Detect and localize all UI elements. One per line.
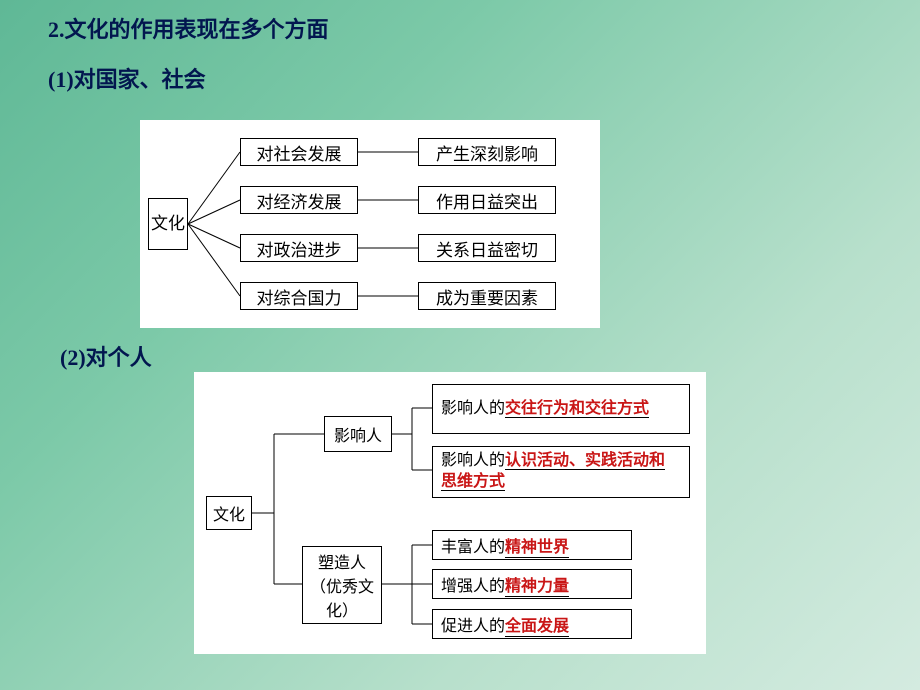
d2-b1-item-2: 促进人的全面发展	[432, 609, 632, 639]
d2-b0-i0-prefix: 影响人的	[441, 400, 505, 417]
subheading-1: (1)对国家、社会	[48, 62, 206, 94]
diagram-individual: 文化 影响人 塑造人（优秀文化） 影响人的交往行为和交往方式 影响人的认识活动、…	[194, 372, 706, 654]
d1-right-1: 作用日益突出	[418, 186, 556, 214]
d2-branch-0: 影响人	[324, 416, 392, 452]
heading: 2.文化的作用表现在多个方面	[48, 12, 329, 44]
d2-root: 文化	[206, 496, 252, 530]
d1-root: 文化	[148, 198, 188, 250]
d2-b0-i1-prefix: 影响人的	[441, 452, 505, 469]
d1-mid-1: 对经济发展	[240, 186, 358, 214]
d2-b0-i0-fill: 交往行为和交往方式	[505, 400, 649, 418]
d2-b1-i0-prefix: 丰富人的	[441, 533, 505, 557]
d2-b1-i2-prefix: 促进人的	[441, 612, 505, 636]
d2-b1-i1-prefix: 增强人的	[441, 572, 505, 596]
d1-mid-2: 对政治进步	[240, 234, 358, 262]
d2-b1-i2-fill: 全面发展	[505, 612, 569, 637]
subheading-2: (2)对个人	[60, 340, 152, 372]
d2-b1-item-1: 增强人的精神力量	[432, 569, 632, 599]
d2-b0-item-1: 影响人的认识活动、实践活动和思维方式	[432, 446, 690, 498]
diagram-national-social: 文化 对社会发展 产生深刻影响 对经济发展 作用日益突出 对政治进步 关系日益密…	[140, 120, 600, 328]
d1-mid-0: 对社会发展	[240, 138, 358, 166]
d1-right-2: 关系日益密切	[418, 234, 556, 262]
d2-b1-i0-fill: 精神世界	[505, 533, 569, 558]
d2-b0-item-0: 影响人的交往行为和交往方式	[432, 384, 690, 434]
d2-branch-1: 塑造人（优秀文化）	[302, 546, 382, 624]
d2-b1-i1-fill: 精神力量	[505, 572, 569, 597]
d2-b1-item-0: 丰富人的精神世界	[432, 530, 632, 560]
d1-mid-3: 对综合国力	[240, 282, 358, 310]
d1-right-0: 产生深刻影响	[418, 138, 556, 166]
d1-right-3: 成为重要因素	[418, 282, 556, 310]
